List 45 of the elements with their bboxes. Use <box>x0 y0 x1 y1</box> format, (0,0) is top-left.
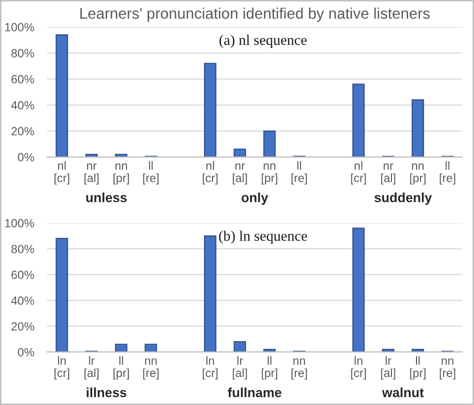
x-tick-label: ll [pr] <box>410 356 426 380</box>
y-tick-label: 60% <box>11 75 34 84</box>
y-tick-label: 0% <box>18 348 34 356</box>
x-tick-label: ll [re] <box>440 161 456 184</box>
text: walnut <box>382 388 424 398</box>
y-tick-label: 40% <box>11 296 34 305</box>
x-tick-label: nr [al] <box>381 163 396 184</box>
x-tick-label: lr [al] <box>84 356 99 380</box>
x-tick-label: nn [pr] <box>262 163 278 184</box>
x-tick-label: nr [al] <box>232 163 247 184</box>
x-tick-label: lr [al] <box>232 356 247 380</box>
text: suddenly <box>374 192 432 205</box>
x-tick-label: ln [cr] <box>54 356 70 380</box>
chart-title: Learners' pronunciation identified by native listeners <box>80 8 430 22</box>
x-tick-label: ll [re] <box>143 161 159 184</box>
x-tick-label: nn [pr] <box>114 163 129 184</box>
y-tick-label: 80% <box>11 49 34 58</box>
x-tick-label: nn [re] <box>143 358 159 380</box>
chart-subtitle: (b) ln sequence <box>219 230 308 244</box>
x-tick-label: ln [cr] <box>351 356 366 380</box>
y-tick-label: 100% <box>5 23 34 32</box>
y-tick-label: 60% <box>11 270 34 279</box>
x-tick-label: nl [cr] <box>202 161 218 184</box>
y-tick-label: 80% <box>11 244 34 254</box>
y-tick-label: 40% <box>11 101 34 110</box>
x-tick-label: nr [al] <box>84 163 99 184</box>
x-tick-label: ll [re] <box>291 161 307 184</box>
y-tick-label: 20% <box>11 322 34 331</box>
x-tick-label: nn [re] <box>291 358 307 380</box>
text: only <box>242 192 268 205</box>
x-tick-label: nn [pr] <box>410 163 426 184</box>
y-tick-label: 20% <box>11 127 34 136</box>
text: fullname <box>228 388 282 398</box>
y-tick-label: 100% <box>5 219 34 228</box>
x-tick-label: nn [re] <box>440 358 456 380</box>
x-tick-label: nl [cr] <box>351 161 366 184</box>
x-tick-label: ll [pr] <box>114 356 129 380</box>
x-tick-label: nl [cr] <box>54 161 70 184</box>
chart-subtitle: (a) nl sequence <box>219 34 307 48</box>
y-tick-label: 0% <box>18 153 34 162</box>
text: illness <box>86 388 126 398</box>
x-tick-label: ln [cr] <box>202 356 218 380</box>
text: unless <box>86 192 127 202</box>
x-tick-label: lr [al] <box>381 356 396 380</box>
x-tick-label: ll [pr] <box>262 356 278 380</box>
